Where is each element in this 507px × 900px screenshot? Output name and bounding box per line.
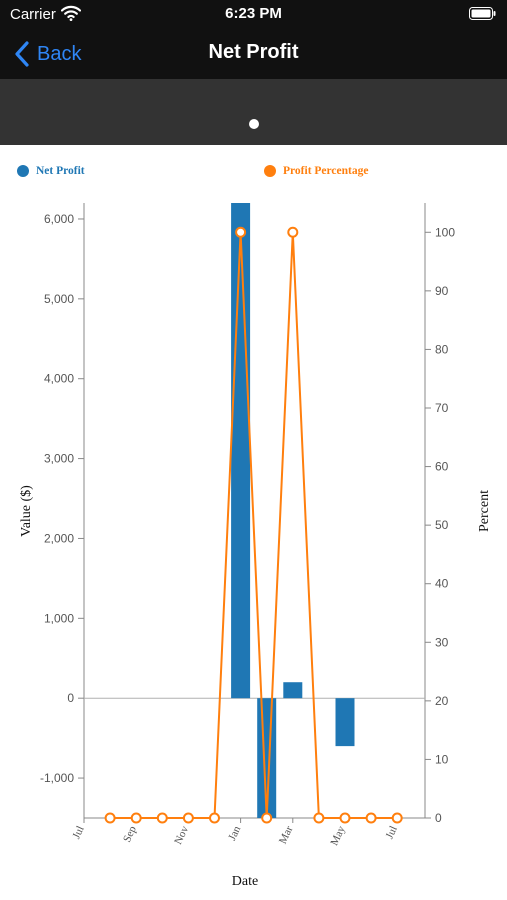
y-tick-label: 0 — [67, 691, 74, 705]
point-profit-percentage — [156, 812, 168, 824]
legend-swatch — [264, 165, 276, 177]
battery-icon — [469, 7, 496, 20]
chart-area: Net Profit Profit Percentage -1,000 0 1,00… — [0, 145, 507, 900]
status-bar: Carrier 6:23 PM — [0, 0, 507, 30]
back-label: Back — [37, 42, 82, 65]
y-tick-label: 3,000 — [44, 452, 74, 466]
legend-item-profit-percentage[interactable]: Profit Percentage — [264, 165, 368, 177]
page-title: Net Profit — [208, 41, 299, 63]
legend-label: Profit Percentage — [283, 165, 369, 177]
point-profit-percentage — [339, 812, 351, 824]
y-tick-label: -1,000 — [40, 771, 74, 785]
page-indicator-band — [0, 79, 507, 145]
point-profit-percentage — [313, 812, 325, 824]
y-tick-label: 4,000 — [44, 372, 74, 386]
x-tick-label: Nov — [172, 824, 191, 847]
wifi-icon — [61, 5, 81, 21]
navigation-bar: Back Net Profit — [0, 30, 507, 79]
legend-item-net-profit[interactable]: Net Profit — [17, 165, 85, 177]
point-profit-percentage — [130, 812, 142, 824]
y-tick-label: 1,000 — [44, 611, 74, 625]
x-axis-title: Date — [232, 874, 258, 889]
point-profit-percentage — [104, 812, 116, 824]
back-button[interactable]: Back — [14, 39, 81, 69]
carrier-label: Carrier — [10, 6, 56, 23]
y2-tick-label: 80 — [435, 342, 449, 356]
point-profit-percentage — [182, 812, 194, 824]
y2-tick-label: 50 — [435, 518, 449, 532]
bar-net-profit — [283, 682, 303, 699]
y2-tick-label: 70 — [435, 401, 449, 415]
y2-tick-label: 10 — [435, 752, 449, 766]
y2-tick-label: 30 — [435, 635, 449, 649]
bar-net-profit — [231, 203, 251, 699]
net-profit-chart: -1,000 0 1,000 2,000 3,000 4,000 5,000 6,000 0 10… — [19, 203, 492, 889]
y2-tick-label: 100 — [435, 225, 455, 239]
point-profit-percentage — [365, 812, 377, 824]
bar-net-profit — [335, 698, 355, 747]
y2-tick-label: 60 — [435, 460, 449, 474]
x-tick-label: Jan — [226, 824, 243, 843]
y-tick-label: 5,000 — [44, 292, 74, 306]
point-profit-percentage — [391, 812, 403, 824]
y2-tick-label: 40 — [435, 577, 449, 591]
y-tick-label: 6,000 — [44, 212, 74, 226]
y-axis-title: Value ($) — [19, 485, 34, 537]
x-tick-label: May — [328, 824, 348, 848]
y-tick-label: 2,000 — [44, 531, 74, 545]
y2-tick-label: 20 — [435, 694, 449, 708]
legend-label: Net Profit — [36, 165, 85, 177]
x-tick-label: Sep — [121, 824, 139, 844]
y2-axis-title: Percent — [477, 490, 492, 532]
x-tick-label: Jul — [70, 824, 86, 841]
chevron-left-icon — [15, 41, 29, 67]
x-tick-label: Mar — [277, 824, 296, 846]
point-profit-percentage — [209, 812, 220, 824]
y2-tick-label: 0 — [435, 811, 442, 825]
point-profit-percentage — [287, 226, 299, 238]
point-profit-percentage — [261, 812, 273, 824]
y2-tick-label: 90 — [435, 284, 449, 298]
legend-swatch — [17, 165, 29, 177]
point-profit-percentage — [235, 226, 247, 238]
page-dot[interactable] — [249, 119, 259, 129]
clock: 6:23 PM — [225, 5, 282, 22]
x-tick-label: Jul — [384, 824, 400, 841]
